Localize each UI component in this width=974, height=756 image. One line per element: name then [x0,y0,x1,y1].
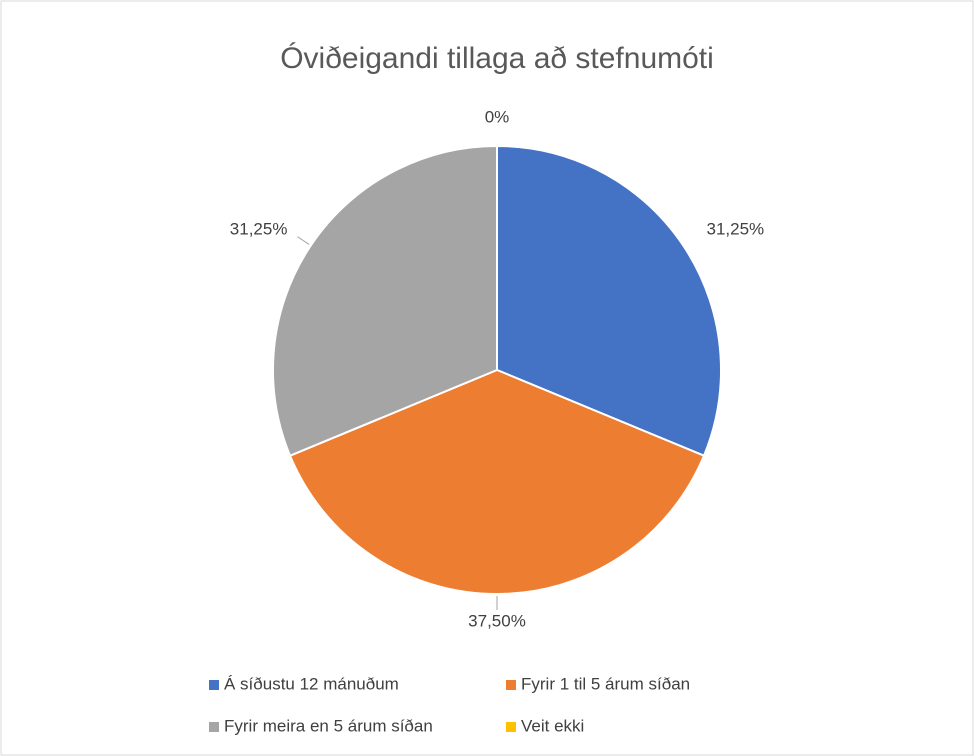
legend-swatch [506,722,516,732]
pie-slice [496,144,722,458]
data-label: 37,50% [468,611,526,630]
legend-label: Fyrir meira en 5 árum síðan [224,716,433,735]
data-label: 0% [485,107,510,126]
legend-label: Fyrir 1 til 5 árum síðan [521,674,690,693]
data-label: 31,25% [230,219,288,238]
pie-slice [288,368,706,595]
legend-swatch [506,680,516,690]
legend-swatch [209,722,219,732]
leader-line [297,236,310,245]
chart-title: Óviðeigandi tillaga að stefnumóti [280,42,714,75]
legend-label: Á síðustu 12 mánuðum [224,674,399,693]
legend-swatch [209,680,219,690]
pie-slice [272,144,498,458]
legend-label: Veit ekki [521,716,584,735]
data-label: 31,25% [707,219,765,238]
